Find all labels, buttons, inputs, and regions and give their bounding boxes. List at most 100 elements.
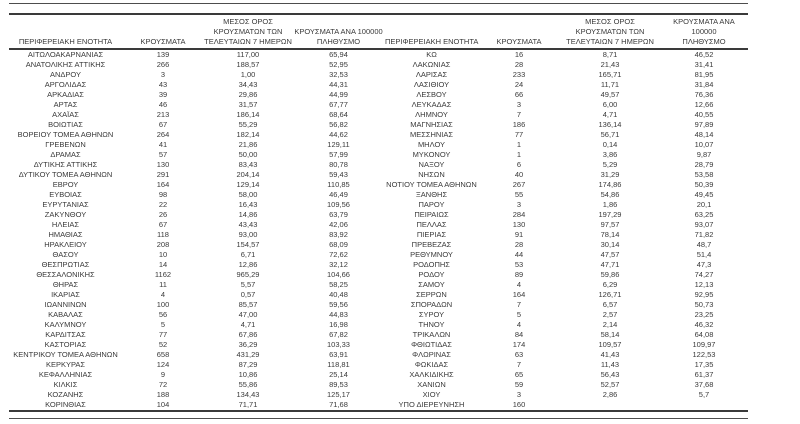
table-row: ΗΡΑΚΛΕΙΟΥ 208 154,57 68,09 [9,240,385,250]
per100k-cell: 44,99 [329,90,348,99]
per100k-cell: 44,83 [329,310,348,319]
region-cell: ΤΗΝΟΥ [418,320,445,329]
region-cell: ΣΠΟΡΑΔΩΝ [410,300,453,309]
table-row: ΜΗΛΟΥ 1 0,14 10,07 [385,140,748,150]
table-row: ΚΑΒΑΛΑΣ 56 47,00 44,83 [9,310,385,320]
table-row: ΚΑΛΥΜΝΟΥ 5 4,71 16,98 [9,320,385,330]
per100k-cell: 10,07 [694,140,714,149]
cases-cell: 4 [516,280,522,289]
region-cell: ΚΙΛΚΙΣ [53,380,78,389]
region-cell: ΡΟΔΟΥ [418,270,445,279]
table-row: ΝΑΞΟΥ 6 5,29 28,79 [385,160,748,170]
region-cell: ΚΑΡΔΙΤΣΑΣ [45,330,86,339]
table-row: ΔΡΑΜΑΣ 57 50,00 57,99 [9,150,385,160]
table-row: ΘΕΣΣΑΛΟΝΙΚΗΣ 1162 965,29 104,66 [9,270,385,280]
region-cell: ΚΕΡΚΥΡΑΣ [45,360,86,369]
region-cell: ΧΑΝΙΩΝ [417,380,446,389]
cases-cell: 84 [514,330,524,339]
avg7-cell: 2,86 [602,390,618,399]
per100k-cell: 31,84 [694,80,714,89]
cases-cell: 59 [514,380,524,389]
avg7-cell: 6,57 [602,300,618,309]
region-cell: ΛΑΡΙΣΑΣ [415,70,448,79]
region-cell: ΚΩ [426,50,437,59]
per100k-cell: 72,62 [329,250,348,259]
per100k-cell: 71,68 [329,400,348,409]
per100k-cell: 44,62 [329,130,348,139]
cases-cell: 4 [160,290,166,299]
per100k-cell: 40,55 [694,110,714,119]
avg7-cell: 58,00 [238,190,258,199]
per100k-cell: 61,37 [694,370,714,379]
per100k-cell: 83,92 [329,230,348,239]
cases-cell: 164 [156,180,170,189]
avg7-cell: 182,14 [236,130,260,139]
table-row: ΗΜΑΘΙΑΣ 118 93,00 83,92 [9,230,385,240]
table-row: ΑΝΑΤΟΛΙΚΗΣ ΑΤΤΙΚΗΣ 266 188,57 52,95 [9,60,385,70]
region-cell: ΙΩΑΝΝΙΝΩΝ [44,300,87,309]
cases-cell: 66 [514,90,524,99]
per100k-cell: 46,49 [329,190,348,199]
per100k-cell: 37,68 [694,380,714,389]
region-cell: ΔΥΤΙΚΟΥ ΤΟΜΕΑ ΑΘΗΝΩΝ [18,170,113,179]
avg7-cell: 11,71 [600,80,620,89]
col-header-per100k: ΚΡΟΥΣΜΑΤΑ ΑΝΑ 100000 ΠΛΗΘΥΣΜΟ [660,15,748,50]
region-cell: ΚΑΒΑΛΑΣ [48,310,83,319]
cases-cell: 98 [158,190,168,199]
region-cell: ΗΜΑΘΙΑΣ [48,230,83,239]
per100k-cell: 12,66 [694,100,714,109]
cases-cell: 26 [158,210,168,219]
avg7-cell: 56,43 [600,370,620,379]
table-row: ΚΙΛΚΙΣ 72 55,86 89,53 [9,380,385,390]
cases-cell: 46 [158,100,168,109]
table-row: ΚΟΡΙΝΘΙΑΣ 104 71,71 71,68 [9,400,385,410]
col-header-cases: ΚΡΟΥΣΜΑΤΑ [478,15,560,50]
regional-cases-report: ΠΕΡΙΦΕΡΕΙΑΚΗ ΕΝΟΤΗΤΑ ΚΡΟΥΣΜΑΤΑ ΜΕΣΟΣ ΟΡΟ… [9,3,748,419]
avg7-cell: 186,14 [236,110,260,119]
avg7-cell: 2,57 [602,310,618,319]
table-row: ΠΡΕΒΕΖΑΣ 28 30,14 48,7 [385,240,748,250]
cases-cell: 266 [156,60,170,69]
avg7-cell: 49,57 [600,90,620,99]
cases-cell: 160 [512,400,526,409]
region-cell: ΑΡΚΑΔΙΑΣ [47,90,84,99]
per100k-cell: 40,48 [329,290,348,299]
header-row-left: ΠΕΡΙΦΕΡΕΙΑΚΗ ΕΝΟΤΗΤΑ ΚΡΟΥΣΜΑΤΑ ΜΕΣΟΣ ΟΡΟ… [9,15,385,50]
table-row: ΙΩΑΝΝΙΝΩΝ 100 85,57 59,56 [9,300,385,310]
avg7-cell: 1,00 [240,70,256,79]
region-cell: ΧΙΟΥ [422,390,441,399]
avg7-cell: 188,57 [236,60,260,69]
per100k-cell: 32,53 [329,70,348,79]
region-cell: ΙΚΑΡΙΑΣ [51,290,80,299]
region-cell: ΠΕΛΛΑΣ [416,220,447,229]
table-row: ΠΙΕΡΙΑΣ 91 78,14 71,82 [385,230,748,240]
col-header-per100k: ΚΡΟΥΣΜΑΤΑ ΑΝΑ 100000 ΠΛΗΘΥΣΜΟ [292,15,385,50]
region-cell: ΑΙΤΩΛΟΑΚΑΡΝΑΝΙΑΣ [27,50,104,59]
region-cell: ΡΕΘΥΜΝΟΥ [410,250,453,259]
table-row: ΒΟΙΩΤΙΑΣ 67 55,29 56,82 [9,120,385,130]
table-row: ΧΑΝΙΩΝ 59 52,57 37,68 [385,380,748,390]
table-row: ΕΥΡΥΤΑΝΙΑΣ 22 16,43 109,56 [9,200,385,210]
table-row: ΧΙΟΥ 3 2,86 5,7 [385,390,748,400]
region-cell: ΛΗΜΝΟΥ [415,110,448,119]
table-row: ΛΑΚΩΝΙΑΣ 28 21,43 31,41 [385,60,748,70]
per100k-cell: 28,79 [694,160,714,169]
cases-cell: 267 [512,180,526,189]
avg7-cell: 55,86 [238,380,258,389]
table-row: ΣΑΜΟΥ 4 6,29 12,13 [385,280,748,290]
avg7-cell: 5,57 [240,280,256,289]
region-cell: ΣΕΡΡΩΝ [416,290,447,299]
table-row: ΚΟΖΑΝΗΣ 188 134,43 125,17 [9,390,385,400]
region-cell: ΕΥΡΥΤΑΝΙΑΣ [42,200,89,209]
table-row: ΚΕΝΤΡΙΚΟΥ ΤΟΜΕΑ ΑΘΗΝΩΝ 658 431,29 63,91 [9,350,385,360]
cases-cell: 1162 [154,270,172,279]
region-cell: ΥΠΟ ΔΙΕΡΕΥΝΗΣΗ [398,400,465,409]
avg7-cell: 11,43 [600,360,620,369]
avg7-cell: 31,29 [600,170,620,179]
cases-cell: 43 [158,80,168,89]
per100k-cell: 49,45 [694,190,714,199]
region-cell: ΘΕΣΠΡΩΤΙΑΣ [41,260,90,269]
per100k-cell: 59,56 [329,300,348,309]
cases-cell: 7 [516,360,522,369]
region-cell: ΚΕΦΑΛΛΗΝΙΑΣ [38,370,93,379]
